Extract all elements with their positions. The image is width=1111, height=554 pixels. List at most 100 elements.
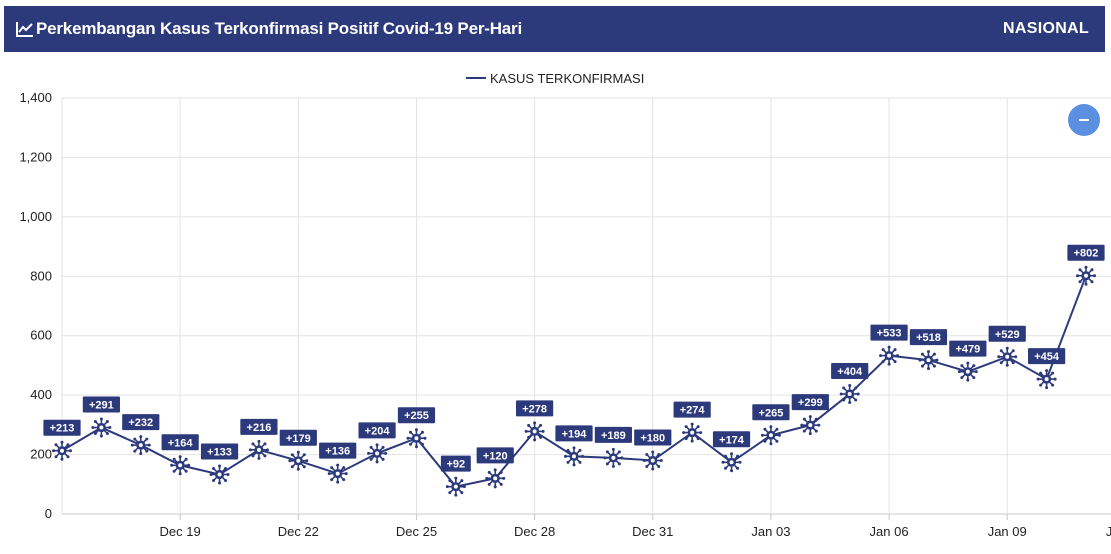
data-label-bg bbox=[319, 442, 357, 459]
zoom-out-button[interactable] bbox=[1068, 104, 1100, 136]
data-label: +299 bbox=[791, 394, 829, 411]
y-axis: 0 200 400 600 800 1,000 1,200 1,400 bbox=[19, 90, 52, 521]
data-label-text: +189 bbox=[601, 430, 626, 442]
data-label-text: +802 bbox=[1074, 248, 1099, 260]
data-label: +164 bbox=[161, 434, 199, 451]
data-label: +291 bbox=[82, 396, 120, 413]
data-label-bg bbox=[358, 422, 396, 439]
line-chart-icon bbox=[16, 22, 33, 37]
data-point-marker bbox=[760, 424, 782, 447]
legend: KASUS TERKONFIRMASI bbox=[466, 71, 644, 86]
data-point-marker bbox=[878, 344, 900, 367]
legend-label: KASUS TERKONFIRMASI bbox=[490, 71, 644, 86]
data-label-bg bbox=[870, 324, 908, 341]
data-label-text: +232 bbox=[128, 417, 153, 429]
data-label-bg bbox=[909, 329, 948, 346]
x-tick-label: Dec 25 bbox=[396, 524, 437, 539]
data-label-bg bbox=[949, 340, 987, 357]
data-label-text: +404 bbox=[837, 366, 863, 378]
region-label: NASIONAL bbox=[1003, 20, 1089, 37]
data-point-marker bbox=[523, 420, 546, 443]
data-label: +533 bbox=[870, 324, 908, 341]
data-label-bg bbox=[1067, 244, 1105, 261]
page-title: Perkembangan Kasus Terkonfirmasi Positif… bbox=[36, 19, 522, 38]
data-label-text: +518 bbox=[916, 332, 941, 344]
data-label: +265 bbox=[752, 404, 790, 421]
data-label-bg bbox=[161, 434, 199, 451]
data-label-bg bbox=[516, 400, 554, 417]
data-point-marker bbox=[445, 475, 467, 498]
data-label-bg bbox=[43, 419, 81, 436]
data-label-bg bbox=[673, 401, 711, 418]
x-tick-label: Dec 22 bbox=[278, 524, 319, 539]
data-label: +454 bbox=[1028, 348, 1066, 365]
data-label-text: +92 bbox=[447, 459, 466, 471]
data-label-text: +194 bbox=[562, 428, 588, 440]
data-label: +194 bbox=[555, 425, 593, 442]
data-point-marker bbox=[129, 434, 152, 456]
x-axis: Dec 19 Dec 22 Dec 25 Dec 28 Dec 31 Jan 03 Jan … bbox=[160, 514, 1111, 539]
data-label: +120 bbox=[476, 447, 514, 464]
data-label-text: +533 bbox=[877, 328, 902, 340]
data-label: +479 bbox=[949, 340, 987, 357]
data-point-marker bbox=[1035, 368, 1058, 390]
data-label-bg bbox=[200, 443, 239, 460]
data-label: +92 bbox=[440, 455, 471, 472]
data-label-text: +164 bbox=[168, 437, 194, 449]
data-label: +404 bbox=[831, 362, 869, 379]
data-point-marker bbox=[917, 349, 940, 371]
data-point-marker bbox=[1075, 264, 1097, 287]
line-chart: 0 200 400 600 800 1,000 1,200 1,400 Dec 19 Dec 2… bbox=[19, 71, 1111, 539]
data-point-marker bbox=[405, 427, 428, 450]
data-label-bg bbox=[791, 394, 829, 411]
y-tick-label: 1,000 bbox=[19, 209, 52, 224]
data-label-bg bbox=[712, 431, 751, 448]
y-tick-label: 200 bbox=[30, 447, 52, 462]
y-tick-label: 800 bbox=[30, 268, 52, 283]
data-label: +179 bbox=[279, 429, 317, 446]
data-label-bg bbox=[397, 407, 436, 424]
minus-icon bbox=[1079, 119, 1089, 121]
data-point-marker bbox=[169, 454, 191, 477]
chart-area: 0 200 400 600 800 1,000 1,200 1,400 Dec 19 Dec 2… bbox=[0, 60, 1111, 549]
data-point-marker bbox=[326, 462, 349, 485]
data-point-marker bbox=[484, 467, 507, 490]
data-point-marker bbox=[957, 360, 979, 383]
data-label-text: +278 bbox=[522, 403, 547, 415]
data-label-text: +120 bbox=[483, 450, 508, 462]
data-label-bg bbox=[634, 429, 672, 446]
data-point-marker bbox=[287, 450, 310, 472]
data-point-marker bbox=[208, 463, 231, 486]
data-label: +216 bbox=[240, 418, 278, 435]
data-point-marker bbox=[563, 445, 585, 468]
x-tick-label: Dec 28 bbox=[514, 524, 555, 539]
x-tick-label: Dec 19 bbox=[160, 524, 201, 539]
data-label-text: +265 bbox=[759, 407, 784, 419]
title-group: Perkembangan Kasus Terkonfirmasi Positif… bbox=[16, 19, 522, 39]
data-point-marker bbox=[996, 346, 1019, 368]
data-label: +232 bbox=[122, 414, 160, 431]
data-label: +174 bbox=[712, 431, 751, 448]
data-label: +204 bbox=[358, 422, 396, 439]
x-tick-label: Jan 09 bbox=[988, 524, 1027, 539]
data-label: +136 bbox=[319, 442, 357, 459]
data-label-text: +299 bbox=[798, 397, 823, 409]
data-point-marker bbox=[799, 414, 822, 436]
data-label-text: +274 bbox=[680, 405, 706, 417]
data-label: +189 bbox=[594, 426, 632, 443]
data-label-text: +179 bbox=[286, 433, 311, 445]
chart-header: Perkembangan Kasus Terkonfirmasi Positif… bbox=[4, 6, 1105, 52]
data-label-text: +180 bbox=[640, 433, 665, 445]
data-label: +529 bbox=[988, 325, 1026, 342]
y-tick-label: 1,200 bbox=[19, 149, 52, 164]
data-point-marker bbox=[51, 439, 73, 462]
series-markers bbox=[51, 264, 1097, 498]
data-label-text: +529 bbox=[995, 329, 1020, 341]
data-label-bg bbox=[279, 429, 317, 446]
data-label-text: +216 bbox=[247, 422, 272, 434]
data-label: +274 bbox=[673, 401, 711, 418]
x-tick-label: Dec 31 bbox=[632, 524, 673, 539]
data-label: +802 bbox=[1067, 244, 1105, 261]
data-point-marker bbox=[641, 449, 664, 472]
data-label-text: +454 bbox=[1034, 351, 1060, 363]
